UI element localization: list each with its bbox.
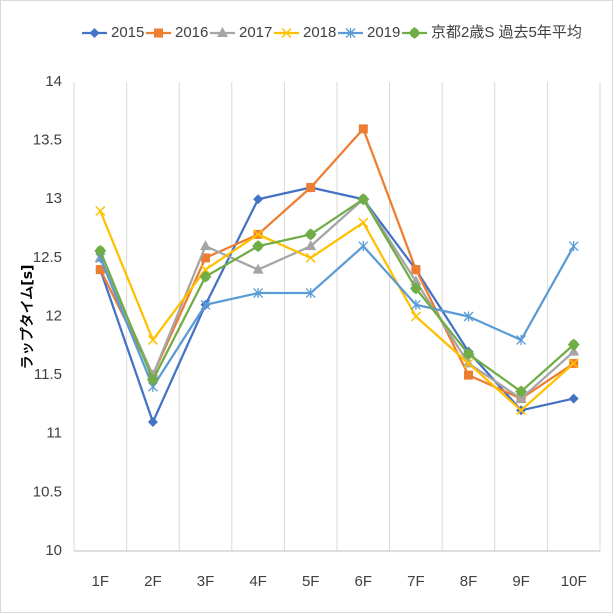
data-point-star — [358, 241, 369, 252]
y-tick-label: 13 — [45, 190, 62, 207]
y-tick-label: 12.5 — [33, 249, 62, 266]
series-2019 — [95, 241, 579, 392]
data-point-x — [516, 405, 527, 416]
legend-item: 2019 — [338, 24, 400, 41]
x-tick-label: 8F — [460, 573, 478, 590]
data-point-x — [463, 358, 474, 369]
data-point-star — [345, 28, 356, 38]
y-tick-label: 10.5 — [33, 483, 62, 500]
series-line — [99, 245, 575, 388]
data-point-triangle — [305, 240, 317, 251]
data-point-x — [253, 229, 264, 240]
y-tick-label: 14 — [45, 73, 62, 90]
data-point-star — [305, 288, 316, 299]
data-point-avg-center — [358, 194, 368, 205]
legend-label: 2018 — [303, 24, 336, 41]
x-tick-label: 9F — [512, 573, 530, 590]
y-tick-label: 12 — [45, 307, 62, 324]
series-京都2歳S 過去5年平均 — [94, 193, 580, 398]
x-tick-label: 6F — [355, 573, 373, 590]
legend-item: 2018 — [274, 24, 336, 41]
y-tick-label: 11.5 — [34, 366, 62, 383]
axes: 10 10.5 11 11.5 12 12.5 13 13.5 14 1F 2F 3F 4F 5F 6F 7F… — [33, 73, 600, 590]
data-point-x — [305, 252, 316, 263]
x-tick-label: 2F — [144, 573, 162, 590]
legend-label: 2017 — [239, 24, 272, 41]
data-point-avg-center — [410, 28, 419, 38]
legend-label: 2015 — [111, 24, 144, 41]
data-point-star — [253, 288, 264, 299]
x-tick-label: 4F — [249, 573, 267, 590]
data-point-triangle — [252, 263, 264, 274]
series-lines — [94, 124, 580, 428]
series-line — [99, 198, 575, 400]
data-point-avg-center — [253, 241, 263, 252]
data-point-square — [95, 265, 105, 275]
data-point-x — [147, 334, 158, 345]
legend-label: 2019 — [367, 24, 400, 41]
data-point-diamond — [253, 194, 264, 205]
data-point-avg-center — [516, 386, 526, 397]
data-point-avg-center — [306, 229, 316, 240]
data-point-x — [200, 264, 211, 275]
series-line — [99, 210, 575, 412]
data-point-avg-center — [464, 349, 473, 360]
data-point-triangle — [217, 27, 228, 37]
data-point-star — [463, 311, 474, 322]
data-point-star — [516, 334, 527, 345]
series-line — [99, 198, 575, 393]
legend-label: 京都2歳S 過去5年平均 — [431, 24, 582, 41]
legend-label: 2016 — [175, 24, 208, 41]
data-point-avg-center — [148, 374, 158, 385]
x-tick-label: 3F — [197, 573, 215, 590]
gridlines — [73, 82, 601, 551]
y-tick-label: 11 — [46, 425, 62, 442]
data-point-star — [200, 299, 211, 310]
data-point-square — [464, 370, 473, 380]
legend-item: 2016 — [146, 24, 208, 41]
x-tick-label: 5F — [302, 573, 320, 590]
data-point-square — [201, 253, 210, 263]
data-point-avg-center — [569, 339, 579, 350]
data-point-square — [306, 183, 316, 193]
data-point-star — [568, 241, 579, 252]
data-point-diamond — [568, 393, 579, 404]
data-point-square — [411, 265, 421, 275]
y-tick-label: 10 — [45, 542, 62, 559]
data-point-triangle — [568, 345, 580, 356]
data-point-star — [410, 299, 421, 310]
data-point-triangle — [200, 240, 211, 251]
data-point-x — [281, 27, 292, 39]
data-point-x — [95, 205, 106, 217]
legend-item: 2015 — [82, 24, 144, 41]
x-tick-label: 7F — [407, 573, 425, 590]
data-point-avg-center — [95, 245, 105, 256]
legend-item: 京都2歳S 過去5年平均 — [402, 24, 582, 41]
legend: 2015 2016 2017 2018 2019 京都2歳S 過去5年平均 — [82, 24, 582, 41]
data-point-square — [358, 124, 368, 134]
data-point-square — [154, 28, 163, 38]
data-point-x — [358, 217, 369, 228]
y-axis-label: ラップタイム[s] — [20, 265, 36, 370]
x-tick-label: 10F — [561, 573, 587, 590]
data-point-avg-center — [411, 283, 421, 294]
data-point-avg-center — [201, 271, 210, 282]
legend-item: 2017 — [210, 24, 272, 41]
data-point-x — [568, 358, 579, 369]
data-point-triangle — [515, 392, 527, 403]
series-2018 — [95, 205, 579, 416]
y-tick-label: 13.5 — [33, 132, 62, 149]
x-tick-label: 1F — [92, 573, 110, 590]
data-point-diamond — [147, 417, 158, 428]
data-point-x — [410, 311, 421, 322]
data-point-diamond — [89, 28, 100, 38]
